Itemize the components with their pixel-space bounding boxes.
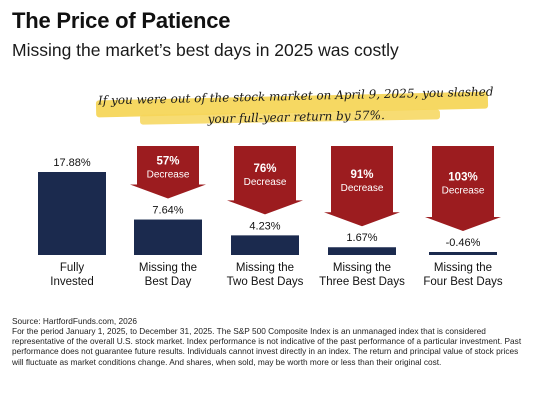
decrease-label-3: Decrease xyxy=(244,177,287,188)
disclaimer-text: For the period January 1, 2025, to Decem… xyxy=(12,326,522,367)
value-label-3: 4.23% xyxy=(249,220,280,232)
decrease-percent-2: 57% xyxy=(156,155,179,167)
handwritten-annotation: If you were out of the stock market on A… xyxy=(97,84,494,127)
value-label-1: 17.88% xyxy=(53,157,91,169)
decrease-percent-4: 91% xyxy=(350,169,373,181)
decrease-arrow-2 xyxy=(130,146,206,199)
decrease-arrows: 57% Decrease 76% Decrease 91% Decrease 103% Dec… xyxy=(130,146,501,231)
decrease-arrow-5 xyxy=(425,146,501,231)
category-label-5: Missing the xyxy=(434,262,492,274)
category-label-1: Invested xyxy=(50,276,93,288)
value-labels: 17.88% 7.64% 4.23% 1.67% -0.46% xyxy=(53,157,480,249)
bar-2 xyxy=(134,219,202,255)
bar-3 xyxy=(231,235,299,255)
decrease-label-2: Decrease xyxy=(147,169,190,180)
category-label-3: Missing the xyxy=(236,262,294,274)
decrease-arrow-3 xyxy=(227,146,303,215)
category-labels: Fully Invested Missing the Best Day Missing … xyxy=(50,262,503,288)
value-label-5: -0.46% xyxy=(446,237,481,249)
category-label-2: Missing the xyxy=(139,262,197,274)
category-label-2: Best Day xyxy=(145,276,192,288)
value-label-2: 7.64% xyxy=(152,205,183,217)
category-label-4: Missing the xyxy=(333,262,391,274)
chart-title: The Price of Patience xyxy=(12,8,231,33)
value-label-4: 1.67% xyxy=(346,232,377,244)
chart-subtitle: Missing the market’s best days in 2025 w… xyxy=(12,40,399,60)
bar-chart: 57% Decrease 76% Decrease 91% Decrease 103% Dec… xyxy=(38,146,503,288)
decrease-percent-3: 76% xyxy=(253,163,276,175)
decrease-arrow-4 xyxy=(324,146,400,227)
decrease-percent-5: 103% xyxy=(448,172,477,184)
bar-5 xyxy=(429,252,497,255)
bars xyxy=(38,172,497,255)
decrease-label-4: Decrease xyxy=(341,183,384,194)
category-label-5: Four Best Days xyxy=(423,276,502,288)
bar-4 xyxy=(328,247,396,255)
source-note: Source: HartfordFunds.com, 2026 xyxy=(12,316,137,326)
category-label-3: Two Best Days xyxy=(227,276,304,288)
bar-1 xyxy=(38,172,106,255)
decrease-label-5: Decrease xyxy=(442,186,485,197)
category-label-4: Three Best Days xyxy=(319,276,405,288)
category-label-1: Fully xyxy=(60,262,85,274)
